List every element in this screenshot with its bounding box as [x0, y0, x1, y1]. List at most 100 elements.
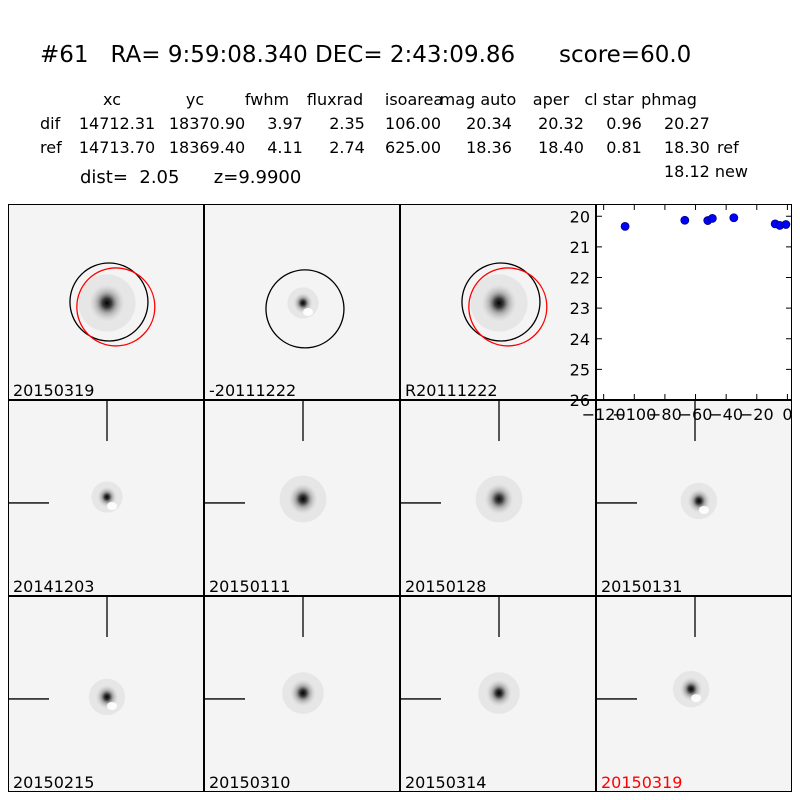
stamp-image	[205, 205, 399, 399]
stamp-image	[597, 401, 791, 595]
cell-xc: 14713.70	[78, 138, 156, 157]
stamp-image	[401, 597, 595, 791]
source-blob	[288, 483, 318, 515]
x-tick-label: −120	[582, 405, 626, 424]
light-curve-panel: 20 21 22 23 24 25 26 −120 −100 −80 −60 −40 −20 0	[570, 204, 793, 424]
y-tick-label: 26	[570, 391, 590, 410]
stamp-panel: 20150310	[204, 596, 400, 792]
source-blob	[486, 679, 512, 707]
stamp-image	[205, 597, 399, 791]
subtraction-residual	[303, 308, 313, 316]
aperture-circle-black	[265, 269, 345, 349]
col-header-cl-star: cl star	[584, 90, 634, 109]
row-label: ref	[40, 138, 62, 157]
subtraction-residual	[107, 701, 117, 710]
subtraction-residual	[107, 502, 117, 511]
stamp-panel: 20150111	[204, 400, 400, 596]
stamp-date-label: 20150215	[13, 773, 95, 792]
cell-fwhm: 4.11	[267, 138, 303, 157]
plot-frame	[596, 204, 792, 400]
col-header-phmag: phmag	[641, 90, 697, 109]
x-tick-label: −20	[740, 405, 774, 424]
cell-aper: 18.40	[538, 138, 584, 157]
stamp-panel: 20150128	[400, 400, 596, 596]
stamp-date-label: 20150131	[601, 577, 683, 596]
data-point	[620, 221, 630, 231]
stamp-image	[9, 597, 203, 791]
stamp-date-label: -20111222	[209, 381, 297, 400]
stamp-panel: 20150131	[596, 400, 792, 596]
cell-fwhm: 3.97	[267, 114, 303, 133]
aperture-circle-red	[76, 267, 156, 347]
stamp-date-label: 20150319	[601, 773, 683, 792]
x-tick-label: −40	[709, 405, 743, 424]
col-header-fwhm: fwhm	[244, 90, 290, 109]
cell-aper: 20.32	[538, 114, 584, 133]
aperture-circle-red	[468, 267, 548, 347]
cell-fluxrad: 2.74	[329, 138, 365, 157]
data-point	[707, 213, 717, 223]
x-tick-label: −80	[648, 405, 682, 424]
aperture-circle-black	[461, 262, 541, 342]
stamp-image	[9, 401, 203, 595]
stamp-panel: 20141203	[8, 400, 204, 596]
y-tick-label: 25	[570, 360, 590, 379]
stamp-date-label: 20150128	[405, 577, 487, 596]
subtraction-residual	[691, 694, 702, 703]
data-point	[781, 220, 791, 229]
y-tick-label: 23	[570, 299, 590, 318]
y-tick-label: 24	[570, 330, 590, 349]
y-tick-label: 20	[570, 207, 590, 226]
stamp-date-label: 20150310	[209, 773, 291, 792]
cell-ref-suffix: ref	[717, 138, 739, 157]
col-header-xc: xc	[103, 90, 121, 109]
x-tick-label: 0	[782, 405, 792, 424]
stamp-date-label: 20150314	[405, 773, 487, 792]
col-header-aper: aper	[532, 90, 570, 109]
page-title: #61 RA= 9:59:08.340 DEC= 2:43:09.86 scor…	[40, 42, 692, 68]
source-blob	[89, 284, 125, 322]
stamp-date-label: R20111222	[405, 381, 498, 400]
stamp-image	[9, 205, 203, 399]
cell-yc: 18370.90	[168, 114, 246, 133]
cell-isoarea: 625.00	[385, 138, 441, 157]
stamp-image	[401, 401, 595, 595]
row-label: dif	[40, 114, 61, 133]
col-header-fluxrad: fluxrad	[306, 90, 364, 109]
cell-isoarea: 106.00	[385, 114, 441, 133]
stamp-panel: 20150215	[8, 596, 204, 792]
stamp-panel: -20111222	[204, 204, 400, 400]
stamp-date-label: 20150111	[209, 577, 291, 596]
col-header-yc: yc	[185, 90, 205, 109]
cell-mag-auto: 20.34	[466, 114, 512, 133]
cell-fluxrad: 2.35	[329, 114, 365, 133]
cell-phmag: 18.30	[664, 138, 710, 157]
stamp-image	[205, 401, 399, 595]
stamp-image	[401, 205, 595, 399]
stamp-panel: R20111222	[400, 204, 596, 400]
y-tick-label: 22	[570, 269, 590, 288]
subtraction-residual	[698, 505, 709, 514]
stamp-date-label: 20141203	[13, 577, 95, 596]
x-tick-label: −60	[679, 405, 713, 424]
light-curve-plot: 20 21 22 23 24 25 26−120−100−80−60−40−20 0	[570, 204, 793, 424]
x-tick-label: −100	[612, 405, 656, 424]
stamp-panel: 20150319	[8, 204, 204, 400]
source-blob	[290, 679, 316, 707]
dist-line: dist= 2.05 z=9.9900	[80, 167, 302, 188]
cell-phmag: 20.27	[664, 114, 710, 133]
cell-xc: 14712.31	[78, 114, 156, 133]
stamp-image	[597, 597, 791, 791]
col-header-mag-auto: mag auto	[439, 90, 517, 109]
cell-cl-star: 0.96	[606, 114, 642, 133]
data-point	[729, 213, 739, 223]
cell-yc: 18369.40	[168, 138, 246, 157]
stamp-date-label: 20150319	[13, 381, 95, 400]
source-blob	[484, 483, 514, 515]
data-point	[680, 215, 690, 225]
aperture-circle-black	[69, 262, 149, 342]
cell-mag-auto: 18.36	[466, 138, 512, 157]
y-tick-label: 21	[570, 238, 590, 257]
source-blob	[481, 284, 517, 322]
stamp-panel: 20150314	[400, 596, 596, 792]
